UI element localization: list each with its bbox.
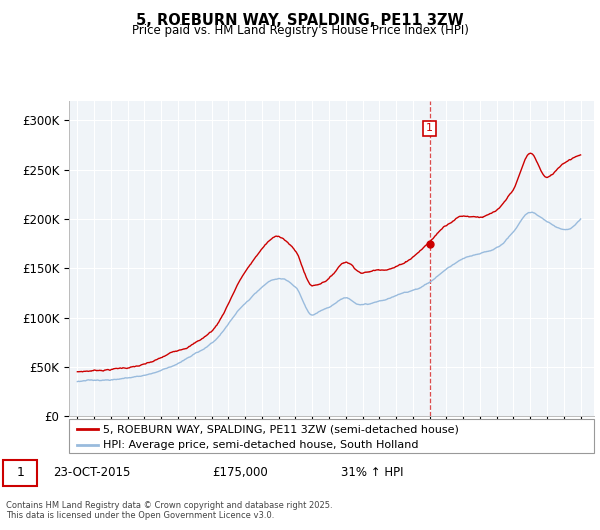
Text: 1: 1 bbox=[16, 466, 24, 479]
Text: 5, ROEBURN WAY, SPALDING, PE11 3ZW (semi-detached house): 5, ROEBURN WAY, SPALDING, PE11 3ZW (semi… bbox=[103, 424, 459, 434]
Text: 1: 1 bbox=[426, 123, 433, 133]
Text: 5, ROEBURN WAY, SPALDING, PE11 3ZW: 5, ROEBURN WAY, SPALDING, PE11 3ZW bbox=[136, 13, 464, 28]
FancyBboxPatch shape bbox=[69, 419, 594, 453]
FancyBboxPatch shape bbox=[3, 460, 37, 487]
Text: Price paid vs. HM Land Registry's House Price Index (HPI): Price paid vs. HM Land Registry's House … bbox=[131, 24, 469, 37]
Text: HPI: Average price, semi-detached house, South Holland: HPI: Average price, semi-detached house,… bbox=[103, 439, 419, 449]
Text: 23-OCT-2015: 23-OCT-2015 bbox=[53, 466, 130, 479]
Text: 31% ↑ HPI: 31% ↑ HPI bbox=[341, 466, 404, 479]
Text: £175,000: £175,000 bbox=[212, 466, 268, 479]
Text: Contains HM Land Registry data © Crown copyright and database right 2025.
This d: Contains HM Land Registry data © Crown c… bbox=[6, 501, 332, 520]
